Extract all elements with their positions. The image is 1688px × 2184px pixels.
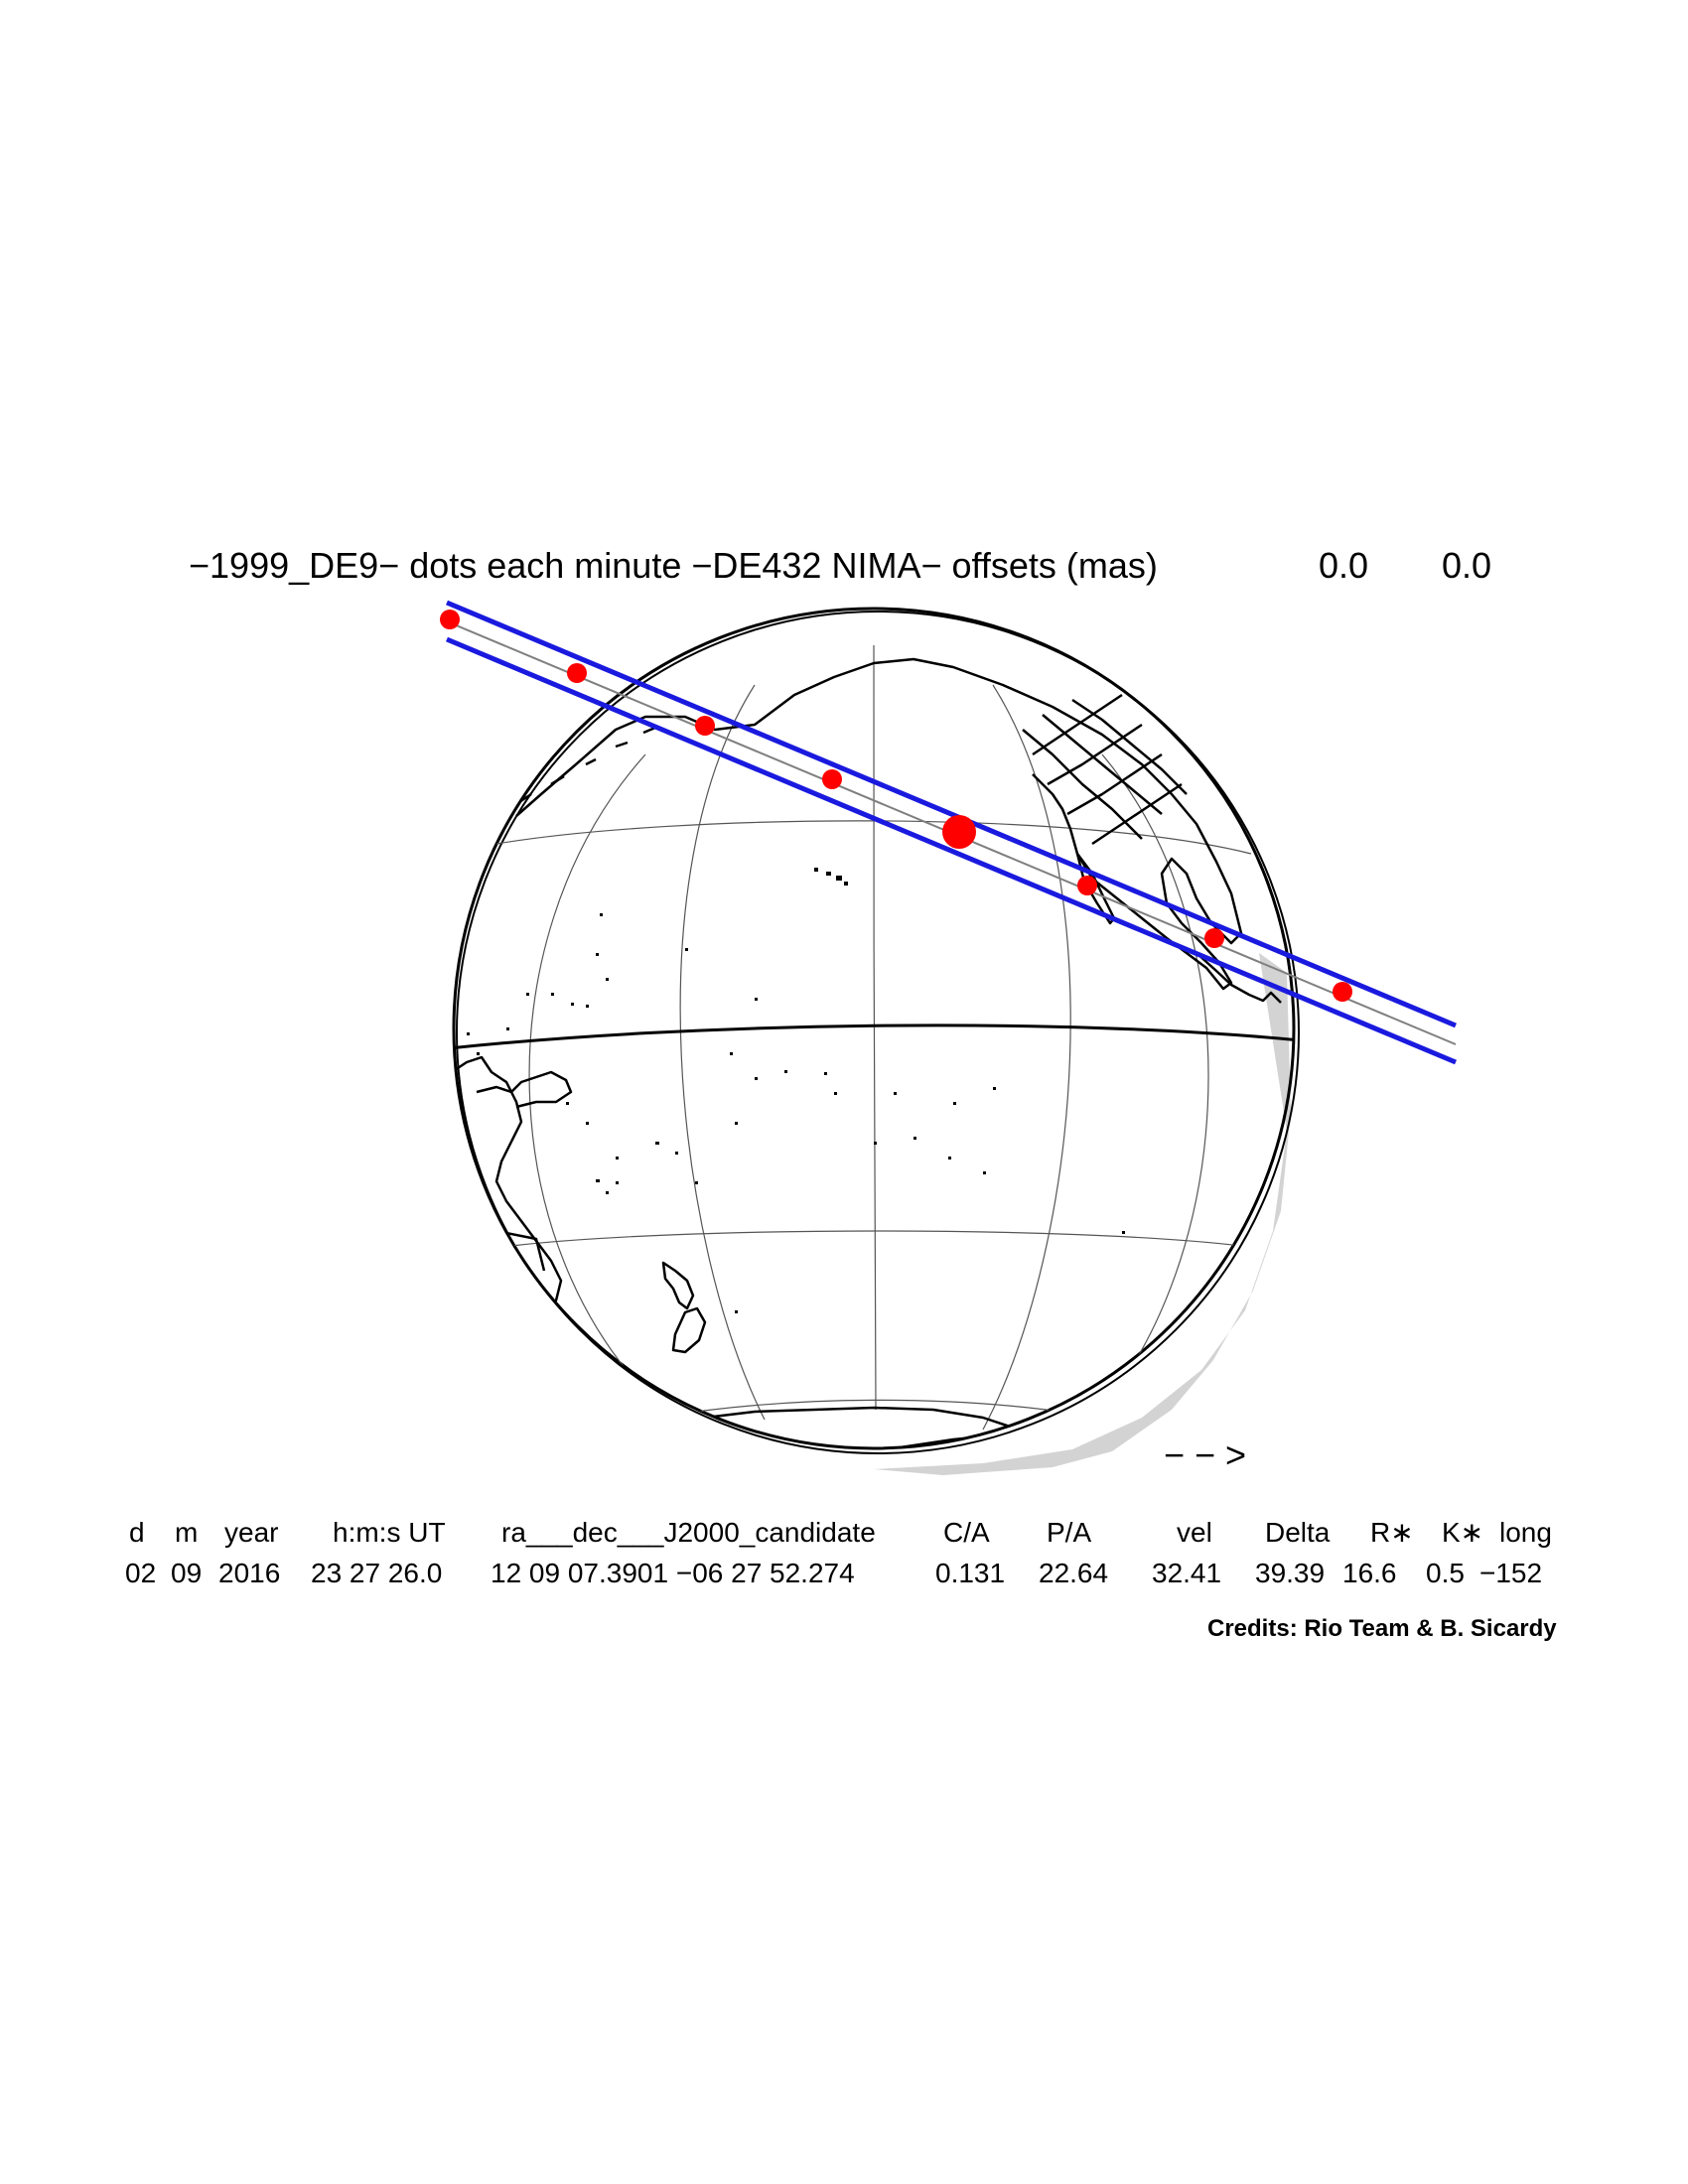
meridian-line — [679, 684, 766, 1421]
minute-dot — [1077, 876, 1097, 895]
value-rstar: 16.6 — [1342, 1558, 1397, 1588]
australia-state-border — [495, 1229, 546, 1272]
north-america-coast — [515, 657, 1243, 991]
aleutian-islands — [515, 726, 656, 806]
minute-dot — [567, 663, 587, 683]
central-america — [1196, 952, 1282, 1004]
new-zealand-north — [661, 1261, 695, 1310]
minute-dot — [822, 769, 842, 789]
header-kstar: K∗ — [1442, 1517, 1483, 1548]
new-zealand-south — [671, 1306, 707, 1354]
value-ca: 0.131 — [935, 1558, 1005, 1588]
meridian-line — [873, 644, 877, 1411]
globe — [452, 607, 1300, 1475]
offset-ra-value: 0.0 — [1319, 545, 1368, 586]
value-long: −152 — [1479, 1558, 1542, 1588]
shadow-north-limit — [446, 600, 1457, 1028]
globe-limb — [452, 607, 1296, 1450]
header-coords: ra___dec___J2000_candidate — [501, 1517, 876, 1548]
header-delta: Delta — [1265, 1517, 1331, 1548]
header-vel: vel — [1177, 1517, 1212, 1548]
minute-dot — [1333, 982, 1352, 1002]
pacific-islands — [467, 868, 1125, 1313]
graticule — [454, 644, 1294, 1431]
header-long: long — [1499, 1517, 1552, 1548]
meridian-line — [528, 753, 676, 1421]
header-pa: P/A — [1047, 1517, 1091, 1548]
state-borders — [1022, 693, 1188, 846]
globe-limb-outer — [456, 611, 1300, 1454]
value-kstar: 0.5 — [1426, 1558, 1465, 1588]
minute-dot — [695, 716, 715, 736]
value-time: 23 27 26.0 — [311, 1558, 442, 1588]
value-year: 2016 — [218, 1558, 280, 1588]
map-title: −1999_DE9− dots each minute −DE432 NIMA−… — [189, 545, 1158, 586]
value-pa: 22.64 — [1039, 1558, 1108, 1588]
event-table: d m year h:m:s UT ra___dec___J2000_candi… — [125, 1517, 1552, 1588]
header-rstar: R∗ — [1370, 1517, 1414, 1548]
new-guinea-coast — [476, 1070, 573, 1109]
header-time: h:m:s UT — [333, 1517, 446, 1548]
value-d: 02 — [125, 1558, 156, 1588]
offset-dec-value: 0.0 — [1442, 545, 1491, 586]
direction-arrow: − − > — [1164, 1434, 1246, 1475]
minute-dots — [440, 610, 1352, 1002]
value-vel: 32.41 — [1152, 1558, 1221, 1588]
parallel-line — [510, 1230, 1242, 1247]
parallel-line — [654, 1399, 1083, 1419]
australia-coast — [454, 1055, 563, 1322]
equator-line — [454, 1024, 1294, 1050]
header-ca: C/A — [943, 1517, 990, 1548]
meridian-line — [982, 684, 1071, 1431]
minute-dot — [1204, 928, 1224, 948]
closest-approach-dot — [942, 815, 976, 849]
header-m: m — [175, 1517, 198, 1548]
shadow-south-limit — [446, 636, 1457, 1065]
meridian-line — [1081, 753, 1209, 1431]
night-shading — [874, 953, 1291, 1475]
value-coords: 12 09 07.3901 −06 27 52.274 — [491, 1558, 855, 1588]
header-d: d — [129, 1517, 145, 1548]
header-year: year — [224, 1517, 278, 1548]
value-m: 09 — [171, 1558, 202, 1588]
value-delta: 39.39 — [1255, 1558, 1325, 1588]
credits: Credits: Rio Team & B. Sicardy — [1207, 1615, 1557, 1642]
minute-dot — [440, 610, 460, 629]
